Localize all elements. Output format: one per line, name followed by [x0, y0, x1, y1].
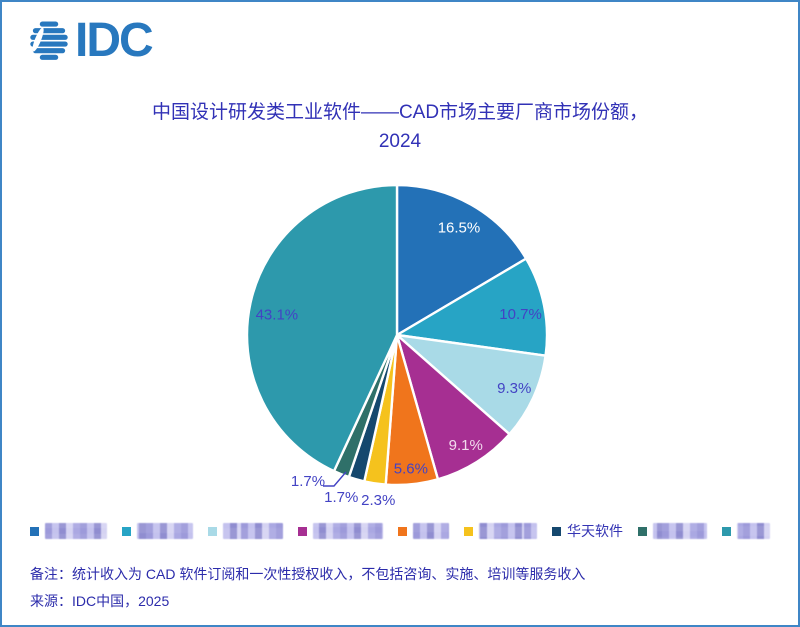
legend-marker-icon: [722, 526, 731, 536]
idc-logo-text: IDC: [75, 13, 154, 67]
slice-label-7: 1.7%: [324, 489, 358, 506]
idc-globe-icon: [30, 21, 68, 60]
slice-label-9: 43.1%: [256, 307, 299, 324]
legend-item-9: [722, 523, 770, 539]
slice-label-5: 5.6%: [394, 460, 428, 477]
legend-label-redacted: [223, 523, 283, 539]
footnotes: 备注：统计收入为 CAD 软件订阅和一次性授权收入，不包括咨询、实施、培训等服务…: [30, 561, 585, 615]
pie-slice-9: [245, 183, 399, 473]
legend-item-8: [638, 523, 707, 539]
legend-marker-icon: [208, 526, 217, 536]
legend-label-redacted: [653, 523, 707, 539]
legend-marker-icon: [464, 526, 473, 536]
slice-label-3: 9.3%: [497, 380, 531, 397]
pie-slice-3: [395, 333, 547, 436]
slice-leader-line: [323, 471, 347, 487]
pie-slice-2: [395, 257, 549, 357]
legend-marker-icon: [398, 526, 407, 536]
legend-label-redacted: [45, 523, 107, 539]
chart-title-line1: 中国设计研发类工业软件——CAD市场主要厂商市场份额，: [151, 102, 649, 123]
legend-label-redacted: [137, 523, 193, 539]
legend-item-7: 华天软件: [552, 521, 623, 541]
legend-item-3: [208, 523, 283, 539]
pie-slice-4: [395, 333, 511, 481]
legend-marker-icon: [638, 526, 647, 536]
legend-item-6: [464, 523, 537, 539]
legend-marker-icon: [122, 526, 131, 536]
legend-label-redacted: [313, 523, 383, 539]
slice-label-4: 9.1%: [449, 437, 483, 454]
legend-label: 华天软件: [567, 523, 623, 539]
chart-title: 中国设计研发类工业软件——CAD市场主要厂商市场份额， 2024: [2, 98, 798, 156]
idc-logo: IDC: [30, 13, 154, 67]
footnote-source: 来源：IDC中国，2025: [30, 593, 170, 609]
legend-label-redacted: [737, 523, 770, 539]
legend-label-redacted: [479, 523, 537, 539]
legend-label-redacted: [413, 523, 449, 539]
legend-marker-icon: [552, 526, 561, 536]
pie-slice-1: [395, 183, 528, 337]
legend-marker-icon: [298, 526, 307, 536]
footnote-remark: 备注：统计收入为 CAD 软件订阅和一次性授权收入，不包括咨询、实施、培训等服务…: [30, 566, 586, 582]
slice-label-1: 16.5%: [438, 219, 481, 236]
slice-label-2: 10.7%: [499, 306, 542, 323]
legend-item-1: [30, 523, 107, 539]
legend-item-2: [122, 523, 193, 539]
legend-item-5: [398, 523, 449, 539]
slice-label-6: 2.3%: [361, 492, 395, 509]
slice-label-8: 1.7%: [291, 473, 325, 490]
chart-legend: 华天软件: [22, 521, 778, 541]
legend-marker-icon: [30, 526, 39, 536]
legend-item-4: [298, 523, 383, 539]
chart-title-line2: 2024: [378, 131, 422, 152]
